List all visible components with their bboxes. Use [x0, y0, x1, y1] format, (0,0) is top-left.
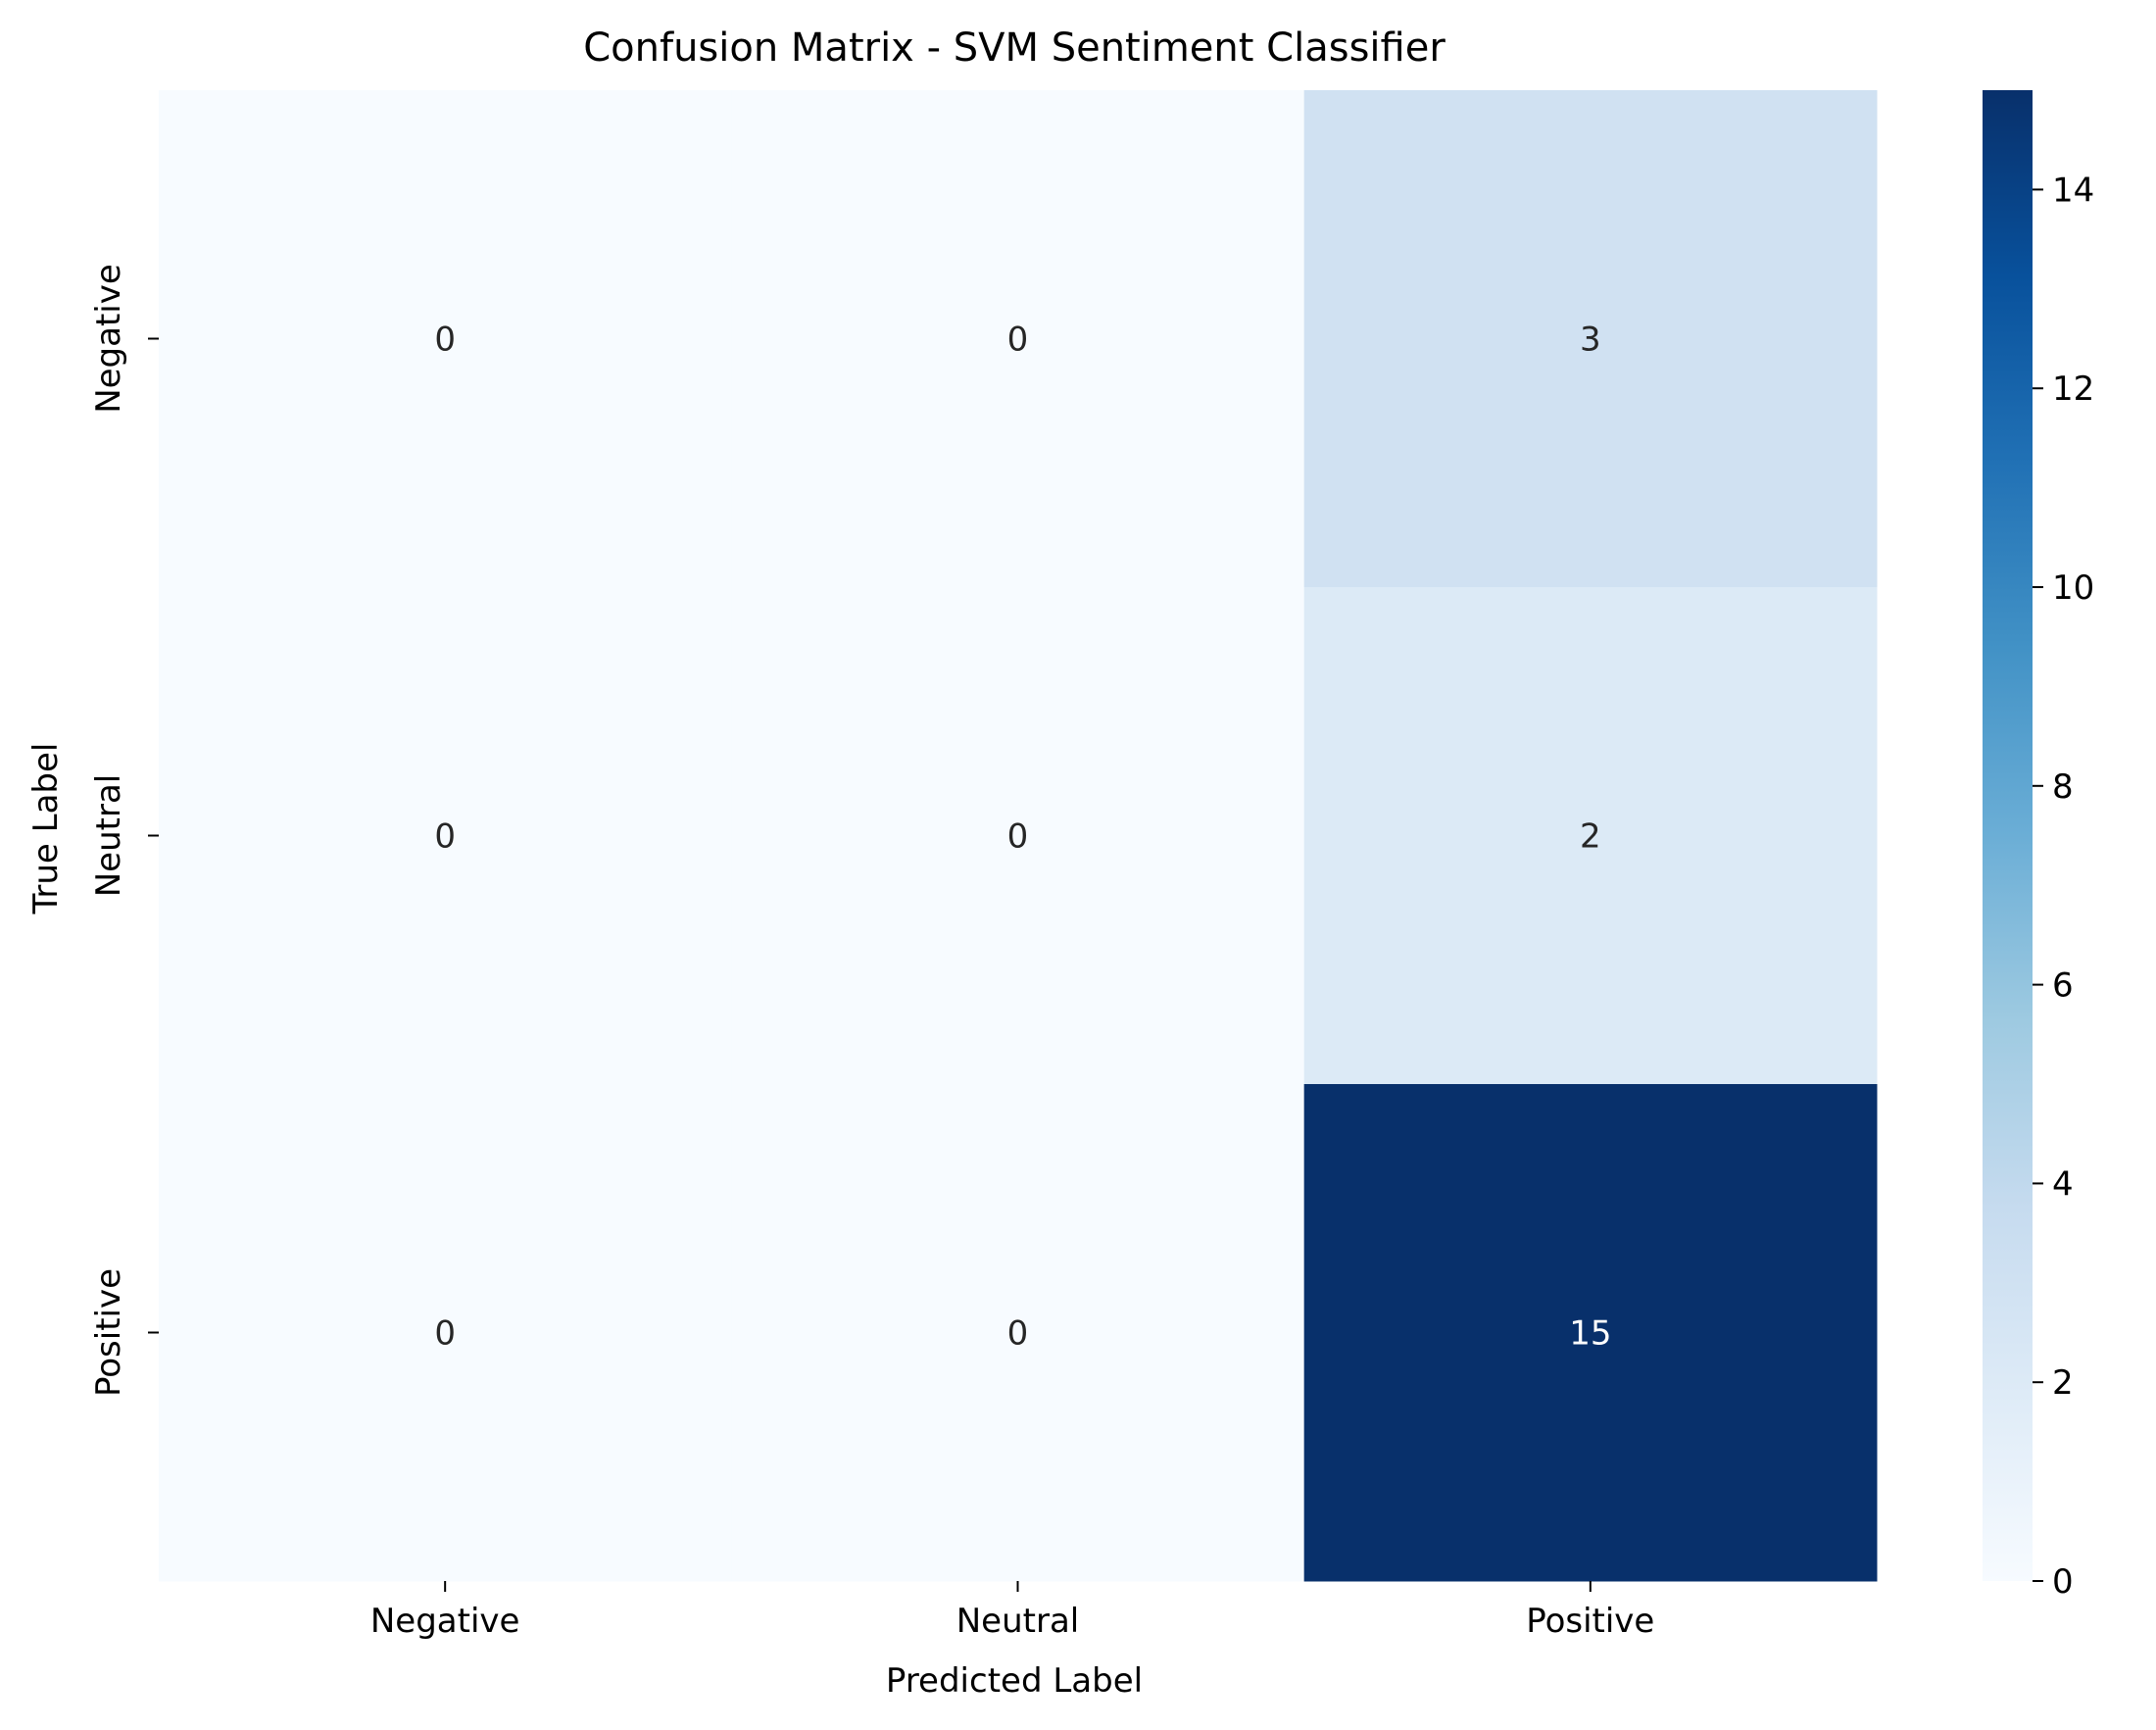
cell-annotation: 0: [434, 817, 456, 857]
y-tick-label: Neutral: [89, 774, 128, 898]
cell-annotation: 2: [1580, 817, 1601, 857]
x-tick-label: Positive: [1526, 1602, 1654, 1641]
heatmap-cell: [159, 1084, 732, 1582]
cell-annotations: 0 0 3 0 0 2 0 0 15: [434, 321, 1611, 1354]
colorbar-tick-label: 10: [2052, 568, 2094, 608]
cell-annotation: 3: [1580, 321, 1601, 360]
cell-annotation: 0: [434, 1314, 456, 1354]
colorbar-tick-label: 0: [2052, 1562, 2074, 1602]
heatmap-cell: [159, 90, 732, 588]
cell-annotation: 0: [1007, 1314, 1029, 1354]
colorbar: 0 2 4 6 8 10 12 14: [1983, 90, 2094, 1602]
heatmap-cell: [731, 587, 1305, 1085]
colorbar-tick-label: 14: [2052, 171, 2094, 210]
colorbar-tick-label: 8: [2052, 767, 2074, 807]
heatmap-cells: [159, 90, 1878, 1582]
colorbar-tick-label: 6: [2052, 966, 2074, 1006]
y-axis: Negative Neutral Positive: [89, 264, 159, 1397]
heatmap-cell: [1303, 587, 1878, 1085]
x-tick-label: Negative: [370, 1602, 520, 1641]
cell-annotation: 0: [1007, 817, 1029, 857]
y-tick-label: Negative: [89, 264, 128, 414]
colorbar-tick-label: 2: [2052, 1363, 2074, 1403]
heatmap-cell: [1303, 1084, 1878, 1582]
y-axis-label: True Label: [26, 743, 66, 915]
x-tick-label: Neutral: [956, 1602, 1080, 1641]
x-axis: Negative Neutral Positive: [370, 1581, 1654, 1641]
cell-annotation: 0: [434, 321, 456, 360]
x-axis-label: Predicted Label: [886, 1661, 1143, 1701]
colorbar-tick-label: 12: [2052, 370, 2094, 409]
y-tick-label: Positive: [89, 1268, 128, 1397]
colorbar-gradient: [1983, 90, 2033, 1581]
heatmap-cell: [1303, 90, 1878, 588]
heatmap-cell: [731, 1084, 1305, 1582]
chart-title: Confusion Matrix - SVM Sentiment Classif…: [583, 25, 1446, 71]
colorbar-tick-label: 4: [2052, 1164, 2074, 1204]
cell-annotation: 0: [1007, 321, 1029, 360]
heatmap-cell: [159, 587, 732, 1085]
heatmap-cell: [731, 90, 1305, 588]
colorbar-ticks: 0 2 4 6 8 10 12 14: [2033, 171, 2094, 1602]
cell-annotation: 15: [1569, 1314, 1611, 1354]
